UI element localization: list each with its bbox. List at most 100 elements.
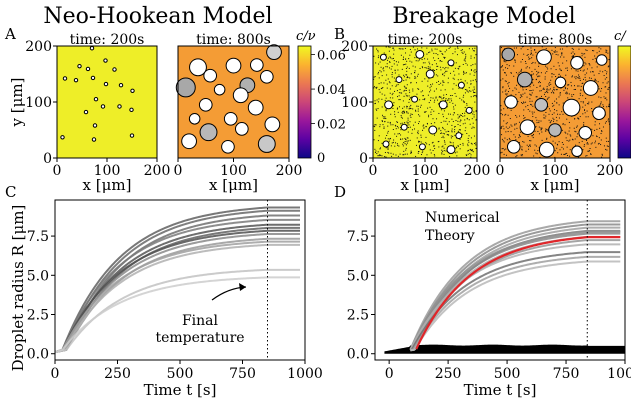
annotation-text: temperature: [155, 330, 244, 346]
x-tick-label: 0: [496, 163, 505, 179]
noise-dot: [505, 89, 507, 91]
noise-dot: [520, 94, 522, 96]
noise-dot: [503, 120, 505, 122]
noise-dot: [589, 64, 591, 66]
noise-dot: [391, 85, 393, 87]
noise-dot: [523, 118, 525, 120]
noise-dot: [532, 82, 534, 84]
noise-dot: [381, 87, 383, 89]
noise-dot: [506, 139, 508, 141]
noise-dot: [410, 73, 412, 75]
noise-dot: [390, 57, 392, 59]
noise-dot: [449, 156, 451, 158]
x-axis-label: x [μm]: [209, 176, 258, 194]
noise-dot: [401, 117, 403, 119]
noise-dot: [457, 46, 459, 48]
noise-dot: [392, 129, 394, 131]
noise-dot: [402, 138, 404, 140]
noise-dot: [462, 63, 464, 65]
noise-dot: [447, 77, 449, 79]
droplet: [438, 100, 448, 110]
noise-dot: [455, 62, 457, 64]
noise-dot: [437, 57, 439, 59]
noise-dot: [398, 95, 400, 97]
noise-dot: [606, 140, 608, 142]
noise-dot: [531, 73, 533, 75]
noise-dot: [570, 81, 572, 83]
noise-dot: [463, 59, 465, 61]
noise-dot: [600, 133, 602, 135]
noise-dot: [404, 86, 406, 88]
noise-dot: [531, 100, 533, 102]
noise-dot: [461, 49, 463, 51]
y-tick-label: 7.5: [27, 229, 49, 245]
noise-dot: [575, 131, 577, 133]
noise-dot: [584, 76, 586, 78]
noise-dot: [405, 93, 407, 95]
noise-dot: [545, 95, 547, 97]
noise-dot: [547, 97, 549, 99]
noise-dot: [574, 118, 576, 120]
noise-dot: [451, 128, 453, 130]
noise-dot: [587, 116, 589, 118]
noise-dot: [545, 111, 547, 113]
noise-dot: [424, 156, 426, 158]
noise-dot: [398, 133, 400, 135]
noise-dot: [545, 130, 547, 132]
noise-dot: [406, 60, 408, 62]
noise-dot: [472, 79, 474, 81]
noise-dot: [583, 65, 585, 67]
noise-dot: [377, 49, 379, 51]
series-line: [55, 276, 300, 354]
noise-dot: [392, 124, 394, 126]
noise-dot: [572, 56, 574, 58]
noise-dot: [436, 69, 438, 71]
noise-dot: [500, 66, 502, 68]
droplet: [571, 145, 583, 158]
legend-entry: Numerical: [425, 210, 500, 226]
noise-dot: [442, 113, 444, 115]
noise-dot: [464, 119, 466, 121]
noise-dot: [577, 117, 579, 119]
noise-dot: [592, 50, 594, 52]
y-tick-label: 7.5: [347, 229, 369, 245]
noise-dot: [397, 107, 399, 109]
noise-dot: [475, 96, 477, 98]
noise-dot: [545, 48, 547, 50]
noise-dot: [408, 95, 410, 97]
noise-dot: [454, 129, 456, 131]
noise-dot: [452, 53, 454, 55]
noise-dot: [527, 54, 529, 56]
noise-dot: [571, 75, 573, 77]
noise-dot: [463, 70, 465, 72]
noise-dot: [464, 60, 466, 62]
noise-dot: [588, 77, 590, 79]
x-tick-label: 500: [494, 366, 521, 382]
noise-dot: [586, 72, 588, 74]
noise-dot: [560, 75, 562, 77]
noise-dot: [433, 52, 435, 54]
noise-dot: [554, 100, 556, 102]
noise-dot: [463, 101, 465, 103]
noise-dot: [579, 56, 581, 58]
noise-dot: [601, 153, 603, 155]
noise-dot: [452, 121, 454, 123]
noise-dot: [381, 142, 383, 144]
noise-dot: [412, 46, 414, 48]
noise-dot: [524, 61, 526, 63]
noise-dot: [520, 48, 522, 50]
noise-dot: [473, 127, 475, 129]
noise-dot: [434, 148, 436, 150]
noise-dot: [467, 149, 469, 151]
noise-dot: [457, 117, 459, 119]
noise-dot: [599, 123, 601, 125]
noise-dot: [606, 82, 608, 84]
noise-dot: [541, 127, 543, 129]
noise-dot: [429, 106, 431, 108]
noise-dot: [433, 90, 435, 92]
noise-dot: [607, 118, 609, 120]
noise-dot: [445, 70, 447, 72]
noise-dot: [470, 90, 472, 92]
noise-dot: [503, 153, 505, 155]
noise-dot: [458, 68, 460, 70]
